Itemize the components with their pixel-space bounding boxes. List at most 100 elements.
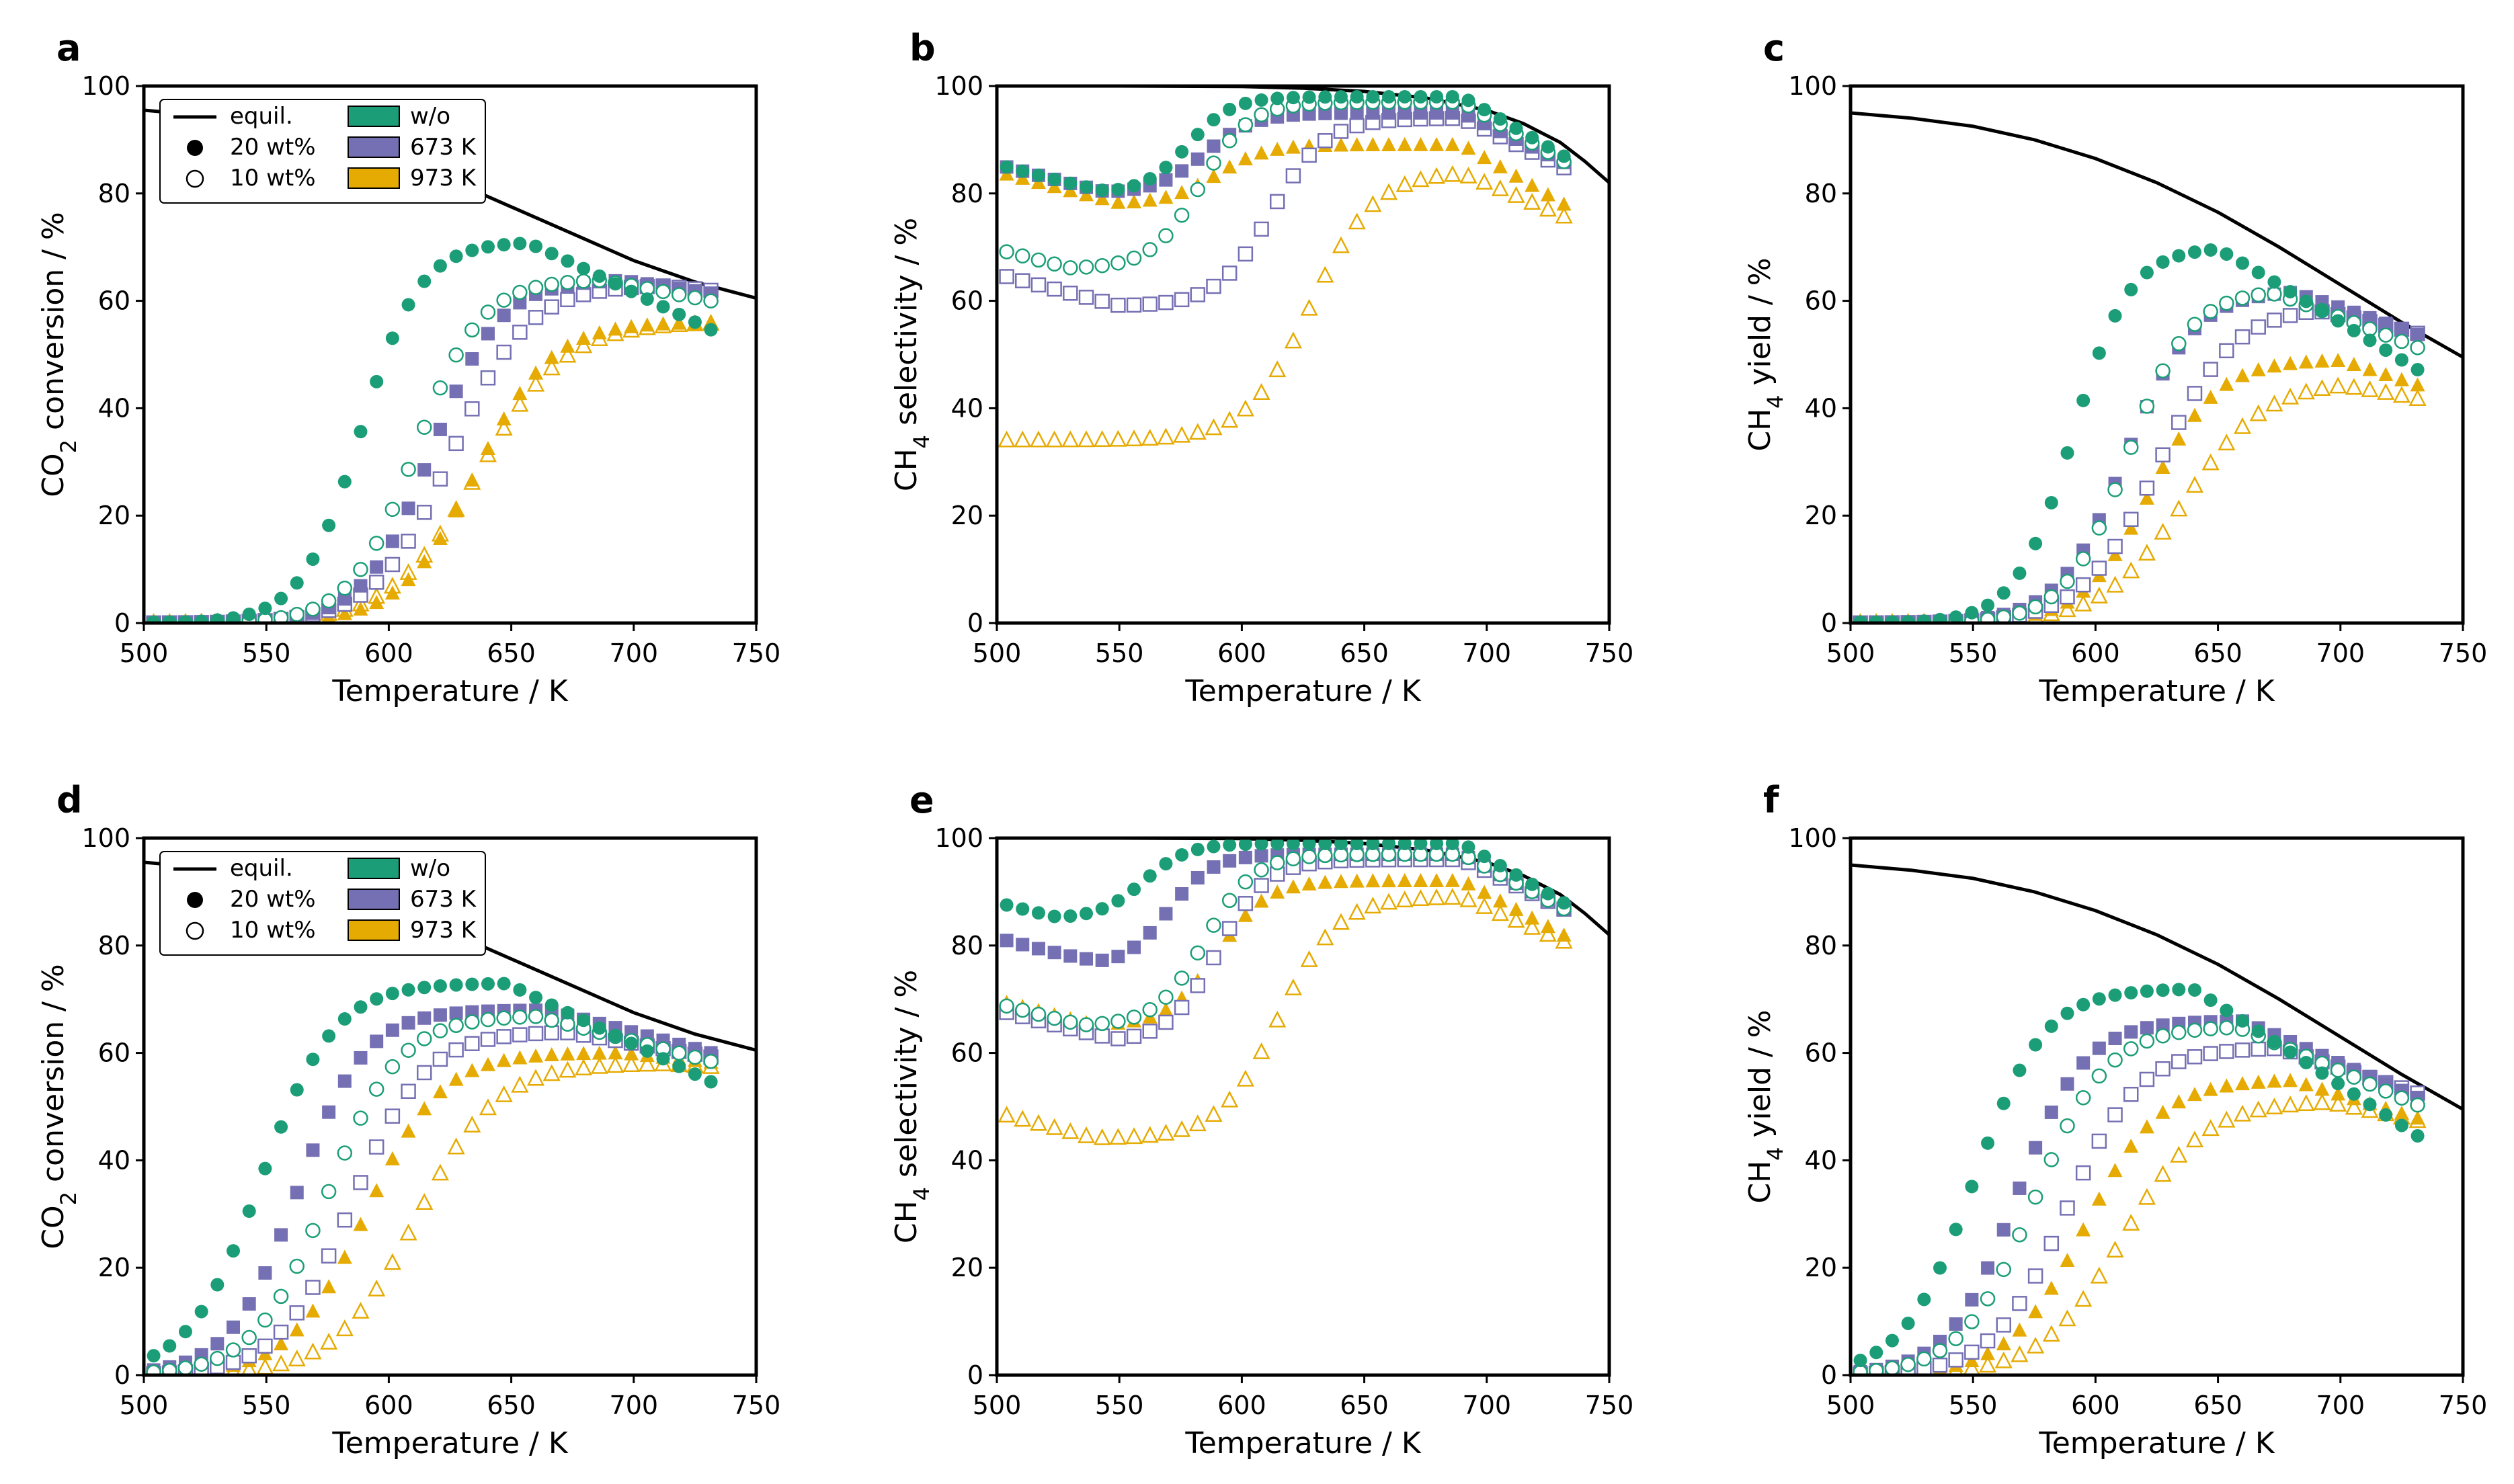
data-point (2267, 275, 2281, 289)
panel-letter: d (56, 779, 83, 821)
data-point (2203, 993, 2218, 1007)
data-point (2251, 1074, 2266, 1089)
data-point (1477, 103, 1492, 117)
data-point (1045, 430, 1063, 448)
data-point (638, 1055, 656, 1072)
data-point (1507, 911, 1525, 928)
data-point (1461, 140, 1476, 155)
data-point (528, 1009, 544, 1024)
data-point (1853, 1364, 1868, 1375)
data-point (481, 327, 495, 341)
data-point (417, 1101, 432, 1116)
y-tick-label: 80 (98, 179, 130, 208)
data-point (1301, 876, 1317, 891)
data-point (2282, 308, 2298, 323)
data-point (1349, 137, 1365, 152)
data-point (2107, 1052, 2123, 1068)
data-point (2171, 415, 2187, 430)
data-point (480, 1012, 496, 1028)
data-point (1141, 429, 1159, 446)
data-point (2251, 265, 2265, 280)
data-point (304, 1342, 322, 1360)
data-point (1063, 949, 1078, 963)
data-point (227, 1244, 241, 1258)
data-point (431, 1163, 449, 1181)
data-point (1445, 89, 1459, 104)
data-point (1223, 102, 1237, 116)
x-tick-label: 750 (2439, 1391, 2488, 1420)
data-point (465, 977, 479, 991)
legend-wo-label: w/o (410, 103, 450, 130)
data-point (561, 254, 575, 268)
data-point (2043, 1235, 2060, 1251)
plot-frame (142, 836, 758, 1377)
data-point (337, 1074, 352, 1088)
data-point (1238, 151, 1253, 166)
data-point (544, 1047, 559, 1062)
data-point (1980, 1291, 1996, 1307)
x-tick-label: 600 (364, 1391, 413, 1420)
data-point (1221, 1090, 1239, 1108)
data-point (1556, 196, 1572, 211)
data-point (2313, 1093, 2331, 1110)
x-tick-label: 700 (610, 1391, 659, 1420)
data-point (2297, 382, 2315, 400)
data-point (544, 276, 559, 292)
data-point (1430, 838, 1444, 850)
data-point (2012, 1296, 2027, 1311)
data-point (401, 1042, 416, 1058)
data-point (1540, 919, 1555, 934)
data-point (2394, 1105, 2409, 1120)
data-point (417, 1011, 432, 1025)
y-tick-label: 0 (1821, 1360, 1837, 1390)
data-point (290, 1083, 304, 1097)
data-point (544, 299, 559, 315)
data-point (1175, 164, 1189, 178)
data-point (640, 292, 654, 306)
x-tick-label: 700 (1463, 1391, 1512, 1420)
data-point (1238, 896, 1254, 911)
panel-f: f 500 550 600 650 700 750 0 20 40 60 80 100 Temperatu… (1743, 779, 2487, 1460)
data-point (1523, 917, 1541, 935)
data-point (608, 1045, 623, 1060)
data-point (639, 317, 655, 332)
data-point (384, 556, 401, 573)
x-tick-label: 550 (242, 1391, 291, 1420)
data-layer (997, 838, 1609, 1145)
data-point (1541, 140, 1555, 154)
data-point (1901, 615, 1915, 623)
data-point (1238, 246, 1254, 262)
data-point (2267, 358, 2282, 373)
data-layer (144, 860, 756, 1375)
y-tick-label: 20 (98, 501, 130, 530)
data-point (401, 534, 416, 549)
data-point (1996, 1096, 2011, 1110)
y-tick-label: 20 (1805, 1253, 1837, 1282)
data-point (608, 321, 623, 336)
legend-k973-label: 973 K (410, 165, 477, 192)
data-point (2124, 986, 2138, 1000)
data-point (1063, 909, 1078, 923)
data-point (416, 1031, 432, 1046)
data-point (1508, 901, 1524, 916)
x-tick-label: 650 (1340, 1391, 1389, 1420)
data-point (2138, 1188, 2156, 1205)
data-point (2012, 1227, 2027, 1243)
data-point (433, 979, 447, 993)
data-point (1142, 1024, 1158, 1039)
data-point (305, 602, 321, 617)
data-point (2249, 1100, 2267, 1118)
data-point (999, 998, 1014, 1014)
data-point (1029, 1114, 1048, 1131)
legend-box (159, 851, 486, 956)
panel-letter: c (1763, 27, 1785, 69)
data-point (194, 1305, 208, 1319)
data-point (2029, 536, 2043, 550)
series-k973-20wt (999, 872, 1572, 1031)
data-point (2251, 1024, 2265, 1038)
series-wo-20wt (147, 237, 718, 623)
plot-frame (995, 84, 1611, 625)
data-point (2171, 1024, 2187, 1040)
data-point (1206, 917, 1221, 933)
y-tick-label: 100 (1788, 71, 1837, 101)
